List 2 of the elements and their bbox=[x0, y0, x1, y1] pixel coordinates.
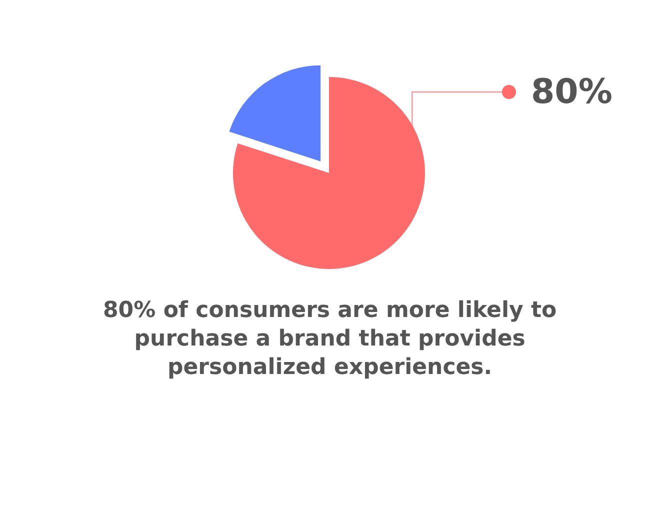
data-label: 80% bbox=[531, 72, 612, 112]
text: 80% of consumers are more likely to purchase a brand that provides personalized experiences. bbox=[103, 298, 557, 380]
